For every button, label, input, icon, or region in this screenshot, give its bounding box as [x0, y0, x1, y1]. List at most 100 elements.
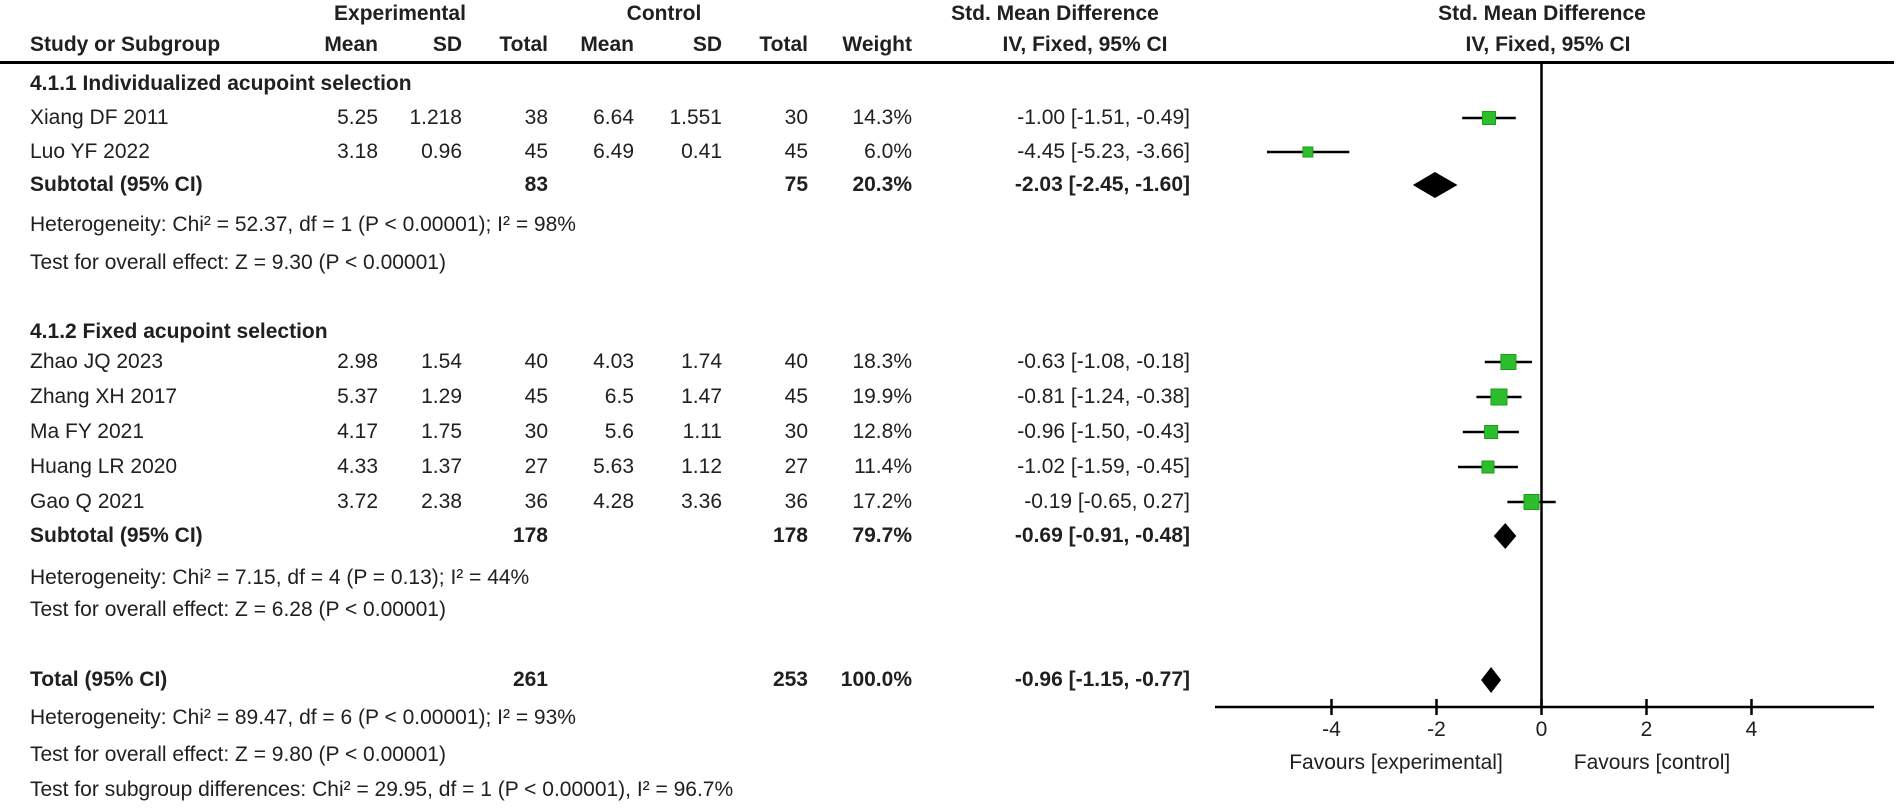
table-row: Subtotal (95% CI) 178 178 79.7% -0.69 [-…	[0, 525, 1902, 547]
cell-sd-control: 1.74	[681, 350, 722, 373]
cell-total-control: 27	[784, 455, 808, 478]
axis-tick-label: -2	[1427, 718, 1446, 741]
cell-ci-text: -4.45 [-5.23, -3.66]	[1017, 140, 1190, 163]
cell-study: Test for overall effect: Z = 6.28 (P < 0…	[30, 598, 446, 621]
favours-control-label: Favours [control]	[1573, 751, 1731, 774]
table-row: Heterogeneity: Chi² = 89.47, df = 6 (P <…	[0, 707, 1902, 729]
col-mean-experimental: Mean	[324, 33, 378, 56]
cell-ci-text: -2.03 [-2.45, -1.60]	[1014, 173, 1190, 196]
cell-sd-control: 3.36	[681, 490, 722, 513]
cell-mean-control: 5.63	[593, 455, 634, 478]
cell-study: Test for subgroup differences: Chi² = 29…	[30, 778, 734, 801]
table-row: Ma FY 2021 4.17 1.75 30 5.6 1.11 30 12.8…	[0, 421, 1902, 443]
cell-weight: 19.9%	[852, 385, 912, 408]
col-group-smd-plot: Std. Mean Difference	[1438, 2, 1646, 25]
cell-sd-control: 1.47	[681, 385, 722, 408]
cell-sd-experimental: 1.75	[421, 420, 462, 443]
axis-tick-label: 2	[1640, 718, 1653, 741]
cell-sd-experimental: 1.54	[421, 350, 462, 373]
cell-mean-experimental: 4.17	[337, 420, 378, 443]
cell-mean-control: 6.64	[593, 106, 634, 129]
cell-mean-experimental: 3.72	[337, 490, 378, 513]
cell-ci-text: -0.81 [-1.24, -0.38]	[1017, 385, 1190, 408]
cell-study: Huang LR 2020	[30, 455, 178, 478]
cell-total-experimental: 27	[524, 455, 548, 478]
cell-sd-experimental: 1.29	[421, 385, 462, 408]
cell-study: Heterogeneity: Chi² = 89.47, df = 6 (P <…	[30, 706, 576, 729]
cell-weight: 12.8%	[852, 420, 912, 443]
cell-weight: 79.7%	[852, 524, 912, 547]
col-weight: Weight	[842, 33, 912, 56]
cell-study: Luo YF 2022	[30, 140, 150, 163]
header-rule	[0, 61, 1894, 64]
table-row: Gao Q 2021 3.72 2.38 36 4.28 3.36 36 17.…	[0, 491, 1902, 513]
cell-mean-experimental: 2.98	[337, 350, 378, 373]
col-group-experimental: Experimental	[334, 2, 466, 25]
cell-mean-control: 6.49	[593, 140, 634, 163]
cell-total-control: 45	[784, 140, 808, 163]
cell-study: Ma FY 2021	[30, 420, 145, 443]
cell-total-control: 178	[772, 524, 808, 547]
col-total-experimental: Total	[499, 33, 548, 56]
axis-tick-label: 4	[1745, 718, 1758, 741]
table-row: Test for overall effect: Z = 9.30 (P < 0…	[0, 252, 1902, 274]
cell-weight: 20.3%	[852, 173, 912, 196]
cell-total-experimental: 261	[512, 668, 548, 691]
table-row: Test for overall effect: Z = 6.28 (P < 0…	[0, 599, 1902, 621]
cell-ci-text: -0.63 [-1.08, -0.18]	[1017, 350, 1190, 373]
col-sd-control: SD	[692, 33, 722, 56]
cell-weight: 18.3%	[852, 350, 912, 373]
cell-total-control: 30	[784, 420, 808, 443]
col-method-text: IV, Fixed, 95% CI	[1002, 33, 1168, 56]
cell-total-experimental: 36	[524, 490, 548, 513]
cell-study: Zhang XH 2017	[30, 385, 178, 408]
cell-study: Subtotal (95% CI)	[30, 524, 203, 547]
cell-sd-control: 1.11	[682, 420, 722, 443]
cell-mean-experimental: 5.37	[337, 385, 378, 408]
table-row: 4.1.1 Individualized acupoint selection	[0, 73, 1902, 95]
cell-mean-experimental: 3.18	[337, 140, 378, 163]
cell-ci-text: -0.96 [-1.50, -0.43]	[1017, 420, 1190, 443]
cell-ci-text: -1.02 [-1.59, -0.45]	[1017, 455, 1190, 478]
cell-study: Test for overall effect: Z = 9.30 (P < 0…	[30, 251, 446, 274]
cell-total-experimental: 83	[524, 173, 548, 196]
table-row: Zhang XH 2017 5.37 1.29 45 6.5 1.47 45 1…	[0, 386, 1902, 408]
cell-ci-text: -0.69 [-0.91, -0.48]	[1014, 524, 1190, 547]
col-study-or-subgroup: Study or Subgroup	[30, 33, 221, 56]
table-row: Heterogeneity: Chi² = 52.37, df = 1 (P <…	[0, 214, 1902, 236]
cell-study: Xiang DF 2011	[30, 106, 169, 129]
axis-tick-label: -4	[1322, 718, 1341, 741]
cell-weight: 100.0%	[840, 668, 912, 691]
table-row: Subtotal (95% CI) 83 75 20.3% -2.03 [-2.…	[0, 174, 1902, 196]
cell-total-experimental: 40	[524, 350, 548, 373]
cell-weight: 11.4%	[854, 455, 912, 478]
cell-mean-experimental: 4.33	[337, 455, 378, 478]
cell-sd-experimental: 0.96	[421, 140, 462, 163]
cell-study: 4.1.1 Individualized acupoint selection	[30, 72, 412, 95]
cell-weight: 17.2%	[852, 490, 912, 513]
cell-study: Test for overall effect: Z = 9.80 (P < 0…	[30, 743, 446, 766]
cell-sd-experimental: 1.218	[409, 106, 462, 129]
cell-total-control: 75	[784, 173, 808, 196]
cell-total-control: 253	[772, 668, 808, 691]
col-mean-control: Mean	[580, 33, 634, 56]
cell-study: Gao Q 2021	[30, 490, 145, 513]
table-row: Xiang DF 2011 5.25 1.218 38 6.64 1.551 3…	[0, 107, 1902, 129]
cell-mean-control: 4.03	[593, 350, 634, 373]
cell-total-control: 36	[784, 490, 808, 513]
axis-tick-label: 0	[1535, 718, 1548, 741]
table-row: Huang LR 2020 4.33 1.37 27 5.63 1.12 27 …	[0, 456, 1902, 478]
col-group-smd-text: Std. Mean Difference	[951, 2, 1159, 25]
cell-total-control: 45	[784, 385, 808, 408]
cell-total-experimental: 45	[524, 140, 548, 163]
cell-study: Zhao JQ 2023	[30, 350, 164, 373]
cell-study: Heterogeneity: Chi² = 52.37, df = 1 (P <…	[30, 213, 576, 236]
cell-ci-text: -0.19 [-0.65, 0.27]	[1024, 490, 1190, 513]
col-group-control: Control	[626, 2, 702, 25]
favours-experimental-label: Favours [experimental]	[1289, 751, 1503, 774]
table-row: Heterogeneity: Chi² = 7.15, df = 4 (P = …	[0, 567, 1902, 589]
cell-mean-experimental: 5.25	[337, 106, 378, 129]
cell-mean-control: 4.28	[593, 490, 634, 513]
col-sd-experimental: SD	[432, 33, 462, 56]
